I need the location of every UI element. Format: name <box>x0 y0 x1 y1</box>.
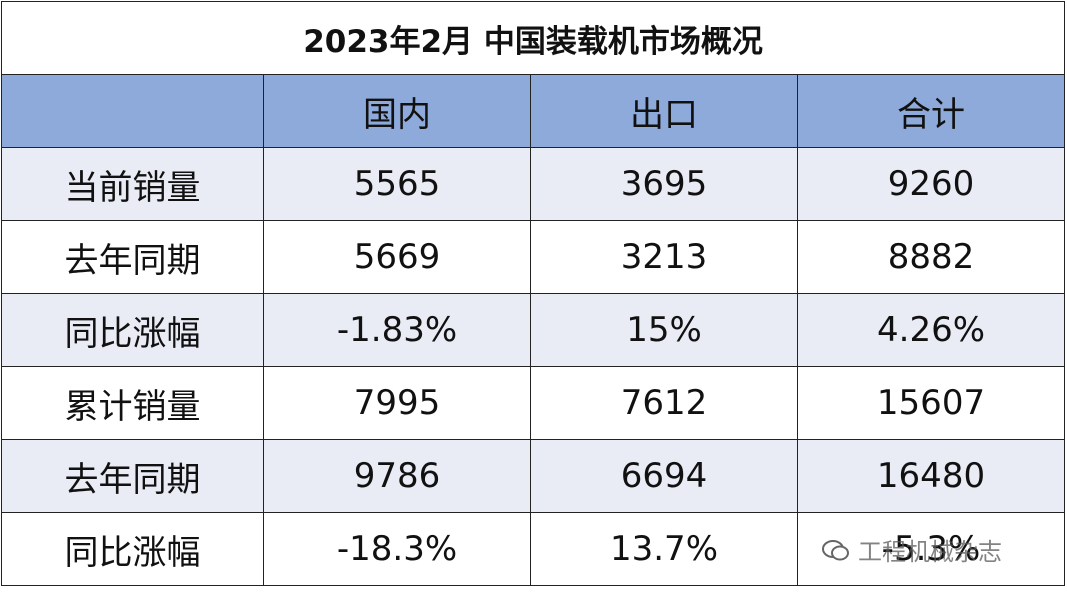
column-header: 出口 <box>530 74 798 148</box>
header-row: 国内 出口 合计 <box>1 74 1066 148</box>
cell: 15607 <box>796 366 1066 440</box>
cell: 13.7% <box>530 512 798 586</box>
data-row: 去年同期 5669 3213 8882 <box>1 220 1066 294</box>
cell: -5.3% <box>796 512 1066 586</box>
data-row: 累计销量 7995 7612 15607 <box>1 366 1066 440</box>
table-title: 2023年2月 中国装载机市场概况 <box>0 1 1066 75</box>
row-label: 同比涨幅 <box>1 512 264 586</box>
cell: 5565 <box>263 147 531 221</box>
watermark: 工程机械杂志 <box>822 532 1002 567</box>
data-row: 去年同期 9786 6694 16480 <box>1 439 1066 513</box>
watermark-text: 工程机械杂志 <box>858 538 1002 566</box>
cell: 6694 <box>530 439 798 513</box>
cell: -1.83% <box>263 293 531 367</box>
cell: -18.3% <box>263 512 531 586</box>
cell: 7612 <box>530 366 798 440</box>
row-label: 累计销量 <box>1 366 264 440</box>
data-row: 同比涨幅 -18.3% 13.7% -5.3% <box>1 512 1066 586</box>
cell: 3213 <box>530 220 798 294</box>
cell: 7995 <box>263 366 531 440</box>
column-header: 国内 <box>263 74 531 148</box>
market-table: 2023年2月 中国装载机市场概况 国内 出口 合计 当前销量 5565 3695 9260… <box>0 1 1066 586</box>
data-row: 同比涨幅 -1.83% 15% 4.26% <box>1 293 1066 367</box>
wechat-icon <box>822 539 849 560</box>
row-label: 去年同期 <box>1 439 264 513</box>
cell: 16480 <box>796 439 1066 513</box>
corner-cell <box>1 74 264 148</box>
cell: 5669 <box>263 220 531 294</box>
row-label: 当前销量 <box>1 147 264 221</box>
cell: 9260 <box>796 147 1066 221</box>
column-header: 合计 <box>796 74 1066 148</box>
cell: 3695 <box>530 147 798 221</box>
cell: 8882 <box>796 220 1066 294</box>
row-label: 去年同期 <box>1 220 264 294</box>
cell: 4.26% <box>796 293 1066 367</box>
cell: 9786 <box>263 439 531 513</box>
cell: 15% <box>530 293 798 367</box>
data-row: 当前销量 5565 3695 9260 <box>1 147 1066 221</box>
row-label: 同比涨幅 <box>1 293 264 367</box>
